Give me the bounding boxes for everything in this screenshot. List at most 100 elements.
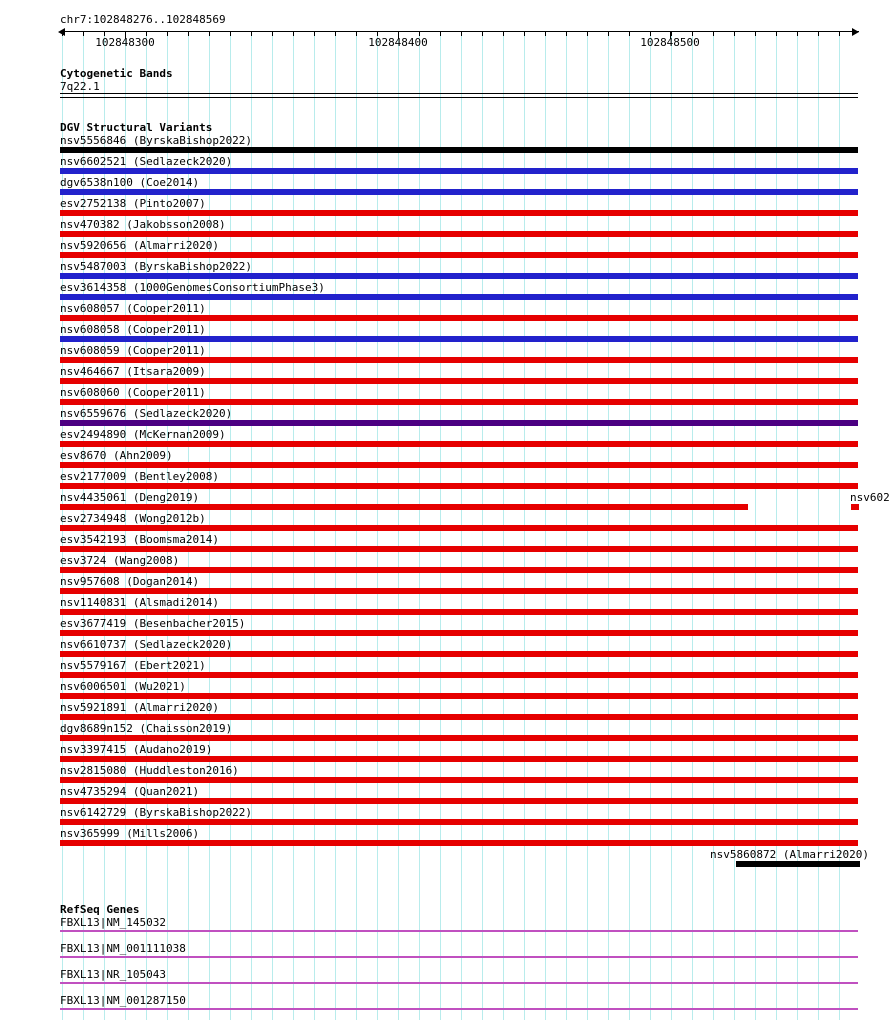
refseq-section-title: RefSeq Genes <box>60 903 140 916</box>
variant-label[interactable]: esv3542193 (Boomsma2014) <box>60 533 219 546</box>
cytoband-bar[interactable] <box>60 93 858 98</box>
variant-label[interactable]: nsv6006501 (Wu2021) <box>60 680 186 693</box>
variant-label[interactable]: nsv2815080 (Huddleston2016) <box>60 764 239 777</box>
variant-bar[interactable] <box>60 756 858 762</box>
variant-bar[interactable] <box>60 462 858 468</box>
variant-bar[interactable] <box>60 210 858 216</box>
variant-bar[interactable] <box>60 273 858 279</box>
variant-bar[interactable] <box>60 567 858 573</box>
variant-bar[interactable] <box>60 546 858 552</box>
variant-label[interactable]: nsv6142729 (ByrskaBishop2022) <box>60 806 253 819</box>
ruler-line <box>60 31 859 32</box>
ruler-tick <box>818 32 819 36</box>
variant-label[interactable]: esv8670 (Ahn2009) <box>60 449 173 462</box>
variant-bar[interactable] <box>60 588 858 594</box>
variant-bar[interactable] <box>60 798 858 804</box>
variant-label[interactable]: nsv602 <box>850 491 890 504</box>
gene-transcript-line[interactable] <box>60 930 858 932</box>
variant-bar[interactable] <box>60 336 858 342</box>
variant-label[interactable]: nsv470382 (Jakobsson2008) <box>60 218 226 231</box>
variant-label[interactable]: nsv5556846 (ByrskaBishop2022) <box>60 134 253 147</box>
variant-bar[interactable] <box>60 777 858 783</box>
gene-label[interactable]: FBXL13|NM_001287150 <box>60 994 186 1007</box>
variant-bar[interactable] <box>60 714 858 720</box>
ruler-tick <box>419 32 420 36</box>
variant-label[interactable]: nsv5579167 (Ebert2021) <box>60 659 206 672</box>
variant-bar[interactable] <box>60 399 858 405</box>
gene-transcript-line[interactable] <box>60 1008 858 1010</box>
variant-bar[interactable] <box>60 420 858 426</box>
variant-label[interactable]: esv2734948 (Wong2012b) <box>60 512 206 525</box>
ruler-tick <box>146 32 147 36</box>
cytoband-label[interactable]: 7q22.1 <box>60 80 100 93</box>
variant-bar[interactable] <box>60 441 858 447</box>
gene-transcript-line[interactable] <box>60 982 858 984</box>
variant-label[interactable]: nsv1140831 (Alsmadi2014) <box>60 596 219 609</box>
variant-bar[interactable] <box>851 504 859 510</box>
variant-bar[interactable] <box>60 630 858 636</box>
variant-label[interactable]: nsv3397415 (Audano2019) <box>60 743 213 756</box>
ruler-tick <box>671 32 672 36</box>
variant-label[interactable]: nsv608057 (Cooper2011) <box>60 302 206 315</box>
variant-bar[interactable] <box>60 735 858 741</box>
variant-bar[interactable] <box>60 819 858 825</box>
variant-label[interactable]: esv2752138 (Pinto2007) <box>60 197 206 210</box>
variant-label[interactable]: esv3614358 (1000GenomesConsortiumPhase3) <box>60 281 325 294</box>
gene-label[interactable]: FBXL13|NR_105043 <box>60 968 166 981</box>
variant-label[interactable]: nsv5860872 (Almarri2020) <box>710 848 869 861</box>
variant-bar[interactable] <box>60 357 858 363</box>
variant-bar[interactable] <box>60 378 858 384</box>
variant-bar[interactable] <box>60 189 858 195</box>
ruler-tick <box>755 32 756 36</box>
variant-bar[interactable] <box>60 672 858 678</box>
variant-label[interactable]: nsv6610737 (Sedlazeck2020) <box>60 638 233 651</box>
variant-bar[interactable] <box>60 147 858 153</box>
variant-bar[interactable] <box>60 168 858 174</box>
ruler-tick <box>692 32 693 36</box>
cytobands-section-title: Cytogenetic Bands <box>60 67 173 80</box>
variant-label[interactable]: nsv365999 (Mills2006) <box>60 827 200 840</box>
variant-label[interactable]: dgv8689n152 (Chaisson2019) <box>60 722 233 735</box>
variant-bar[interactable] <box>60 609 858 615</box>
variant-bar[interactable] <box>60 315 858 321</box>
ruler-tick <box>104 32 105 36</box>
gene-label[interactable]: FBXL13|NM_145032 <box>60 916 166 929</box>
variant-label[interactable]: nsv4435061 (Deng2019) <box>60 491 200 504</box>
variant-label[interactable]: nsv608058 (Cooper2011) <box>60 323 206 336</box>
gene-label[interactable]: FBXL13|NM_001111038 <box>60 942 186 955</box>
variant-bar[interactable] <box>60 231 858 237</box>
variant-label[interactable]: nsv5487003 (ByrskaBishop2022) <box>60 260 253 273</box>
ruler-tick <box>503 32 504 36</box>
variant-bar[interactable] <box>60 483 858 489</box>
variant-bar[interactable] <box>60 840 858 846</box>
variant-bar[interactable] <box>60 294 858 300</box>
ruler-tick <box>545 32 546 36</box>
ruler-tick <box>839 32 840 36</box>
variant-label[interactable]: nsv5921891 (Almarri2020) <box>60 701 219 714</box>
variant-label[interactable]: nsv5920656 (Almarri2020) <box>60 239 219 252</box>
gene-transcript-line[interactable] <box>60 956 858 958</box>
variant-label[interactable]: dgv6538n100 (Coe2014) <box>60 176 200 189</box>
variant-label[interactable]: nsv4735294 (Quan2021) <box>60 785 200 798</box>
variant-label[interactable]: esv3724 (Wang2008) <box>60 554 180 567</box>
variant-label[interactable]: esv2177009 (Bentley2008) <box>60 470 219 483</box>
variant-bar[interactable] <box>60 525 858 531</box>
ruler-tick <box>209 32 210 36</box>
ruler-major-tick <box>125 32 126 39</box>
variant-bar[interactable] <box>60 504 748 510</box>
variant-label[interactable]: nsv6559676 (Sedlazeck2020) <box>60 407 233 420</box>
variant-label[interactable]: esv3677419 (Besenbacher2015) <box>60 617 246 630</box>
ruler-tick <box>608 32 609 36</box>
variant-bar[interactable] <box>60 693 858 699</box>
variant-bar[interactable] <box>736 861 860 867</box>
variant-bar[interactable] <box>60 651 858 657</box>
ruler-tick <box>776 32 777 36</box>
variant-bar[interactable] <box>60 252 858 258</box>
variant-label[interactable]: nsv957608 (Dogan2014) <box>60 575 200 588</box>
variant-label[interactable]: nsv608060 (Cooper2011) <box>60 386 206 399</box>
variant-label[interactable]: esv2494890 (McKernan2009) <box>60 428 226 441</box>
variant-label[interactable]: nsv608059 (Cooper2011) <box>60 344 206 357</box>
ruler-tick <box>251 32 252 36</box>
variant-label[interactable]: nsv6602521 (Sedlazeck2020) <box>60 155 233 168</box>
variant-label[interactable]: nsv464667 (Itsara2009) <box>60 365 206 378</box>
